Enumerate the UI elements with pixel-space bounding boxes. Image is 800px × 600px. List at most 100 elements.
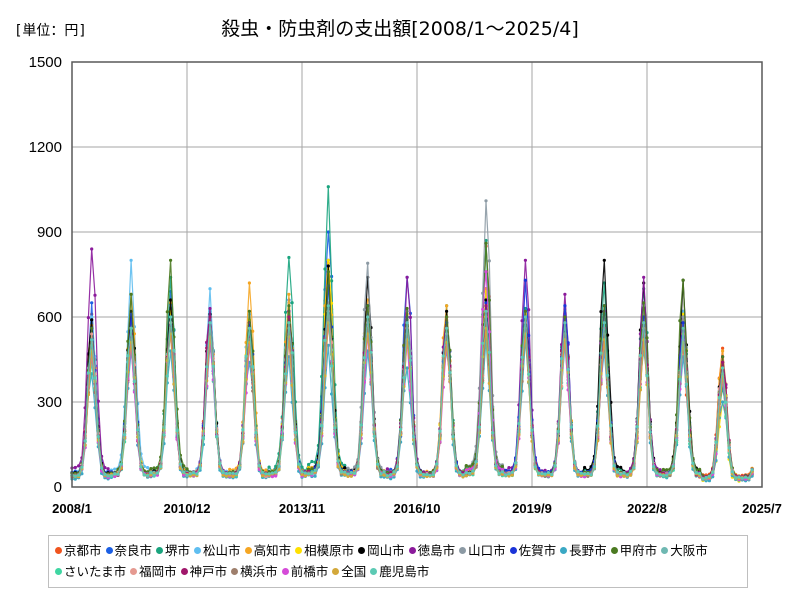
legend-marker: [156, 547, 164, 554]
data-point: [323, 338, 327, 342]
legend-label: 福岡市: [139, 564, 177, 579]
data-point: [589, 473, 593, 477]
data-point: [264, 472, 268, 476]
data-point: [346, 474, 350, 478]
data-point: [83, 439, 87, 443]
data-point: [310, 472, 314, 476]
data-point: [238, 466, 242, 470]
data-point: [563, 304, 567, 308]
data-point: [727, 446, 731, 450]
chart-legend: 京都市 奈良市 堺市 松山市 高知市 相模原市 岡山市 徳島市 山口市 佐賀市 長野市 甲府市 大阪市さ…: [48, 535, 748, 588]
data-point: [353, 471, 357, 475]
legend-label: 全国: [341, 564, 367, 579]
legend-marker: [610, 547, 618, 554]
legend-item: 高知市: [244, 540, 291, 561]
data-point: [484, 304, 488, 308]
data-point: [366, 315, 370, 319]
legend-label: 松山市: [203, 543, 241, 558]
data-point: [323, 267, 327, 271]
data-point: [224, 474, 228, 478]
series-layer: [70, 185, 754, 483]
data-point: [165, 310, 169, 314]
data-point: [481, 341, 485, 345]
data-point: [606, 373, 610, 377]
data-point: [405, 306, 409, 311]
data-point: [90, 315, 94, 319]
data-point: [208, 321, 212, 325]
data-point: [392, 470, 396, 474]
data-point: [721, 360, 725, 364]
data-point: [684, 382, 689, 386]
data-point: [389, 473, 393, 477]
data-point: [504, 473, 508, 477]
data-point: [264, 468, 268, 472]
data-point: [734, 476, 738, 480]
data-point: [474, 460, 478, 464]
legend-item: 奈良市: [105, 540, 152, 561]
data-point: [619, 472, 623, 476]
data-point: [665, 468, 669, 472]
data-point: [698, 467, 702, 471]
data-point: [500, 467, 504, 472]
data-point: [510, 473, 514, 477]
data-point: [681, 312, 685, 316]
data-point: [201, 436, 205, 440]
data-point: [632, 466, 636, 470]
data-point: [330, 279, 334, 283]
data-point: [583, 465, 587, 470]
data-point: [287, 304, 291, 308]
y-tick-label: 0: [54, 479, 62, 496]
legend-marker: [194, 547, 202, 554]
data-point: [346, 472, 350, 476]
data-point: [146, 466, 150, 470]
data-point: [129, 292, 133, 296]
legend-marker: [244, 547, 252, 554]
data-point: [247, 326, 251, 330]
legend-label: 神戸市: [189, 564, 228, 579]
legend-marker: [408, 547, 416, 554]
data-point: [468, 465, 472, 469]
data-point: [448, 371, 452, 375]
data-point: [362, 356, 366, 360]
data-point: [681, 326, 685, 330]
data-point: [310, 467, 314, 471]
data-point: [333, 426, 337, 430]
data-point: [290, 301, 294, 305]
data-point: [711, 470, 715, 474]
data-point: [428, 473, 432, 477]
data-point: [228, 467, 232, 471]
data-point: [284, 372, 288, 376]
data-point: [343, 466, 347, 470]
data-point: [109, 474, 113, 478]
data-point: [149, 467, 153, 471]
data-point: [165, 374, 169, 378]
data-point: [139, 465, 143, 469]
data-point: [257, 463, 261, 468]
data-point: [402, 343, 406, 347]
data-point: [353, 465, 357, 469]
data-point: [737, 475, 741, 479]
data-point: [326, 264, 330, 268]
data-point: [326, 230, 330, 234]
data-point: [431, 473, 435, 477]
data-point: [471, 462, 475, 466]
data-point: [169, 315, 173, 319]
legend-marker: [105, 547, 113, 554]
data-point: [586, 471, 590, 476]
data-point: [497, 471, 501, 476]
data-point: [645, 336, 649, 340]
data-point: [182, 473, 186, 477]
x-tick-label: 2016/10: [394, 501, 441, 516]
data-point: [231, 474, 235, 479]
data-point: [721, 355, 725, 359]
unit-label: [単位：円]: [14, 23, 87, 39]
legend-item: さいたま市: [55, 561, 126, 582]
x-tick-label: 2010/12: [164, 501, 211, 516]
data-point: [576, 470, 580, 474]
data-point: [740, 476, 744, 480]
data-point: [389, 477, 393, 481]
tick-labels: 0 300 600 900 1200 1500 2008/1 2010/12 2013/11 20…: [29, 54, 782, 516]
data-point: [405, 275, 409, 279]
data-point: [326, 258, 330, 262]
data-point: [599, 310, 603, 314]
